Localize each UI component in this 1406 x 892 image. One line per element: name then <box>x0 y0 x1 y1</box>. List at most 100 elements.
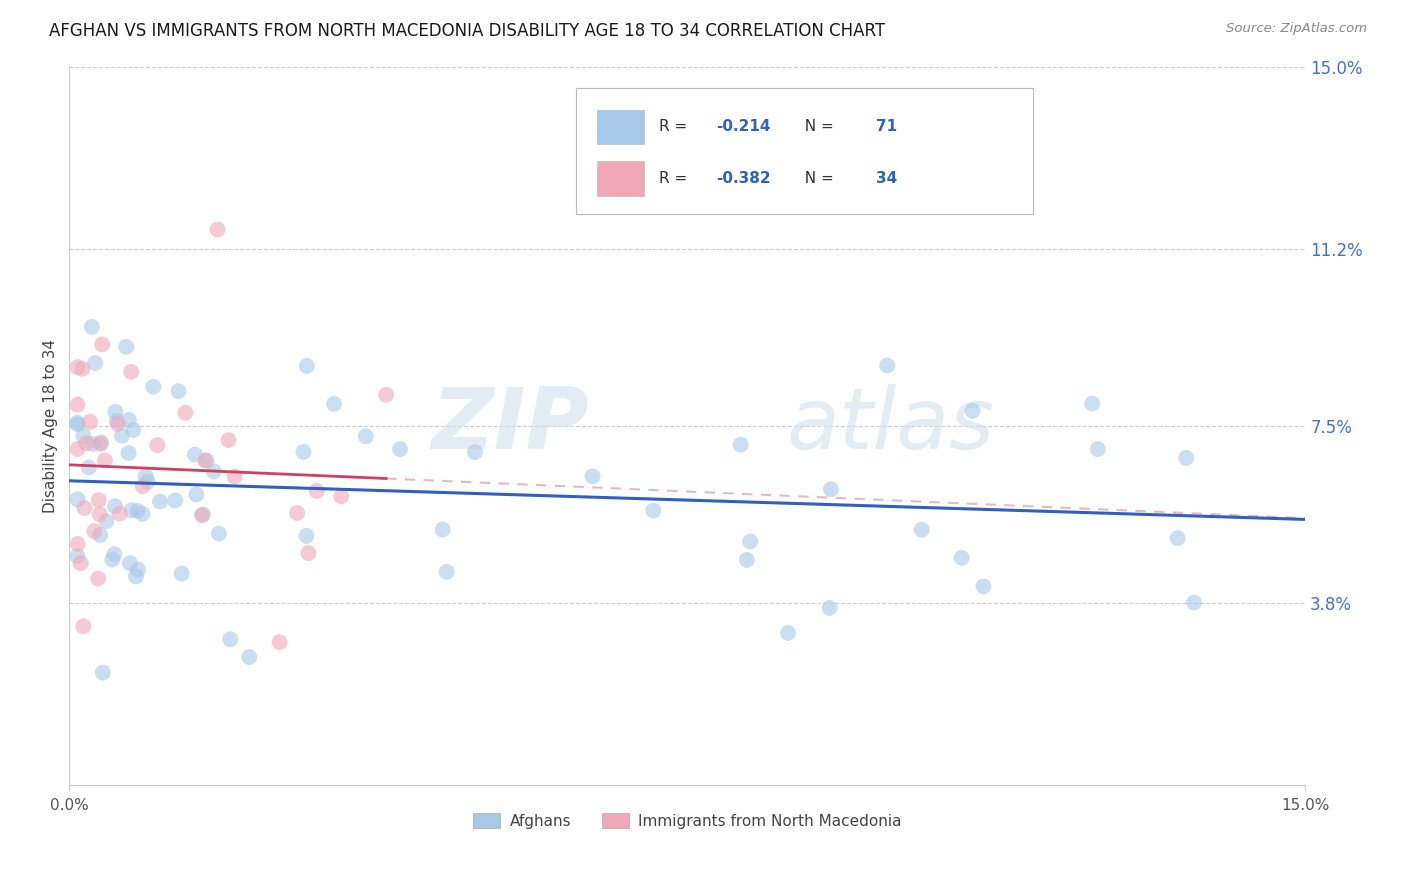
Point <box>1167 531 1189 545</box>
Point <box>170 566 193 581</box>
Point <box>972 579 994 593</box>
Point <box>297 546 319 560</box>
Point <box>118 413 141 427</box>
Point <box>82 437 104 451</box>
Point <box>103 547 125 561</box>
Point <box>643 503 665 517</box>
Text: -0.214: -0.214 <box>716 120 770 135</box>
Point <box>354 429 377 443</box>
Point <box>118 556 141 570</box>
Point <box>120 365 142 379</box>
Point <box>66 360 89 375</box>
Point <box>91 665 114 680</box>
Point <box>305 483 328 498</box>
Point <box>90 437 112 451</box>
Point <box>295 359 318 373</box>
Point <box>191 508 214 522</box>
Point <box>1087 442 1109 456</box>
Point <box>730 438 752 452</box>
Point <box>436 565 458 579</box>
Point <box>104 499 127 513</box>
Point <box>96 514 118 528</box>
Point <box>77 460 100 475</box>
Point <box>219 632 242 647</box>
Point <box>90 435 112 450</box>
Bar <box>598 161 644 196</box>
Point <box>104 405 127 419</box>
Point <box>76 436 98 450</box>
Point <box>910 523 932 537</box>
Point <box>322 397 344 411</box>
Point <box>202 465 225 479</box>
Legend: Afghans, Immigrants from North Macedonia: Afghans, Immigrants from North Macedonia <box>467 807 908 835</box>
Text: 34: 34 <box>876 171 897 186</box>
Point <box>207 222 229 236</box>
Text: N =: N = <box>794 120 838 135</box>
Point <box>740 534 762 549</box>
Point <box>1182 596 1205 610</box>
Y-axis label: Disability Age 18 to 34: Disability Age 18 to 34 <box>44 339 58 513</box>
Point <box>432 523 454 537</box>
Point <box>818 600 841 615</box>
Point <box>146 438 169 452</box>
Text: R =: R = <box>659 171 692 186</box>
Point <box>149 494 172 508</box>
FancyBboxPatch shape <box>576 88 1033 214</box>
Point <box>776 626 799 640</box>
Text: atlas: atlas <box>786 384 994 467</box>
Point <box>66 398 89 412</box>
Point <box>218 433 240 447</box>
Point <box>87 493 110 508</box>
Point <box>131 507 153 521</box>
Point <box>167 384 190 399</box>
Point <box>66 549 89 563</box>
Text: Source: ZipAtlas.com: Source: ZipAtlas.com <box>1226 22 1367 36</box>
Point <box>121 503 143 517</box>
Point <box>269 635 291 649</box>
Point <box>115 340 138 354</box>
Point <box>238 650 260 665</box>
Point <box>94 453 117 467</box>
Text: -0.382: -0.382 <box>716 171 770 186</box>
Point <box>132 479 155 493</box>
Point <box>389 442 412 456</box>
Point <box>107 417 129 431</box>
Point <box>191 508 214 523</box>
Point <box>72 619 94 633</box>
Point <box>111 428 134 442</box>
Point <box>101 552 124 566</box>
Point <box>66 537 89 551</box>
Point <box>73 501 96 516</box>
Point <box>127 504 149 518</box>
Point <box>87 572 110 586</box>
Bar <box>598 110 644 145</box>
Point <box>735 553 758 567</box>
Point <box>285 506 308 520</box>
Point <box>89 528 111 542</box>
Point <box>105 414 128 428</box>
Point <box>375 388 398 402</box>
Text: 71: 71 <box>876 120 897 135</box>
Point <box>108 507 131 521</box>
Point <box>195 453 218 467</box>
Point <box>84 356 107 370</box>
Point <box>91 337 114 351</box>
Point <box>66 416 89 430</box>
Text: R =: R = <box>659 120 692 135</box>
Point <box>184 448 207 462</box>
Point <box>66 492 89 507</box>
Point <box>89 508 111 522</box>
Point <box>330 490 353 504</box>
Point <box>165 493 187 508</box>
Point <box>292 445 315 459</box>
Point <box>1081 396 1104 410</box>
Point <box>72 361 94 376</box>
Point <box>950 550 973 565</box>
Point <box>127 563 149 577</box>
Point <box>876 359 898 373</box>
Point <box>80 319 103 334</box>
Point <box>464 445 486 459</box>
Point <box>136 475 159 489</box>
Text: N =: N = <box>794 171 838 186</box>
Point <box>69 556 91 570</box>
